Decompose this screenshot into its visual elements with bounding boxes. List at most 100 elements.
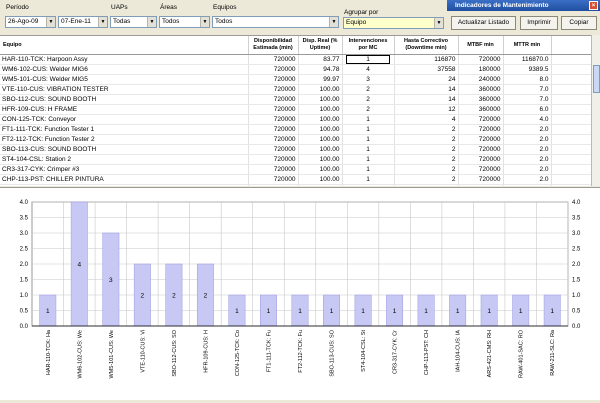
cell-disp-estimada: 720000 — [248, 124, 299, 135]
agrupar-label: Agrupar por — [344, 9, 379, 16]
table-row[interactable]: HFR-109-CUS: H FRAME 720000 100.00 2 12 36000… — [0, 104, 592, 115]
cell-mttr: 2.0 — [503, 134, 552, 145]
close-icon[interactable]: × — [589, 1, 598, 10]
period-from-select[interactable]: 26-Ago-09 ▼ — [5, 16, 56, 28]
cell-equipo: WM6-102-CUS: Welder MIG6 — [0, 64, 249, 75]
cell-disp-estimada: 720000 — [248, 174, 299, 185]
cell-disp-estimada: 720000 — [248, 144, 299, 155]
y-tick-left: 0.5 — [20, 309, 29, 315]
table-row[interactable]: FT2-112-TCK: Function Tester 2 720000 100.… — [0, 134, 592, 145]
cell-downtime: 2 — [394, 184, 459, 186]
table-row[interactable]: FT1-111-TCK: Function Tester 1 720000 100.… — [0, 124, 592, 135]
cell-equipo: FT1-111-TCK: Function Tester 1 — [0, 124, 249, 135]
cell-disp-real: 100.00 — [298, 164, 343, 175]
uaps-value: Todas — [113, 18, 131, 25]
chevron-down-icon[interactable]: ▼ — [329, 17, 338, 27]
x-tick-label: SBO-113-CUS: SO — [330, 329, 336, 376]
bar-value-label: 1 — [330, 308, 334, 315]
cell-intervenciones: 1 — [342, 174, 395, 185]
agrupar-select[interactable]: Equipo ▼ — [343, 17, 444, 29]
table-row[interactable]: ST4-104-CSL: Station 2 720000 100.00 1 2 7200… — [0, 154, 592, 165]
cell-disp-estimada: 720000 — [248, 64, 299, 75]
y-tick-left: 2.0 — [20, 262, 29, 268]
cell-disp-estimada: 720000 — [248, 54, 299, 65]
chevron-down-icon[interactable]: ▼ — [200, 17, 209, 27]
cell-disp-real: 100.00 — [298, 134, 343, 145]
col-equipo[interactable]: Equipo — [0, 36, 249, 55]
y-tick-right: 4.0 — [572, 200, 581, 206]
cell-mttr: 2.0 — [503, 164, 552, 175]
col-downtime[interactable]: Hasta Correctivo (Downtime min) — [394, 36, 459, 55]
chevron-down-icon[interactable]: ▼ — [434, 18, 443, 28]
chevron-down-icon[interactable]: ▼ — [98, 17, 107, 27]
scrollbar-thumb[interactable] — [593, 65, 600, 93]
areas-select[interactable]: Todos ▼ — [159, 16, 210, 28]
bar-value-label: 2 — [172, 293, 176, 300]
cell-disp-estimada: 720000 — [248, 184, 299, 186]
equipos-select[interactable]: Todos ▼ — [212, 16, 339, 28]
x-tick-label: WM5-101-CUS: We — [109, 330, 115, 379]
col-mttr[interactable]: MTTR min — [503, 36, 552, 55]
y-tick-left: 2.5 — [20, 247, 29, 253]
period-to-select[interactable]: 07-Ene-11 ▼ — [58, 16, 108, 28]
cell-downtime: 14 — [394, 84, 459, 95]
bar-value-label: 1 — [519, 308, 523, 315]
cell-equipo: HAR-110-TCK: Harpoon Assy — [0, 54, 249, 65]
cell-disp-estimada: 720000 — [248, 74, 299, 85]
table-row[interactable]: WM5-101-CUS: Welder MIG5 720000 99.97 3 24 24… — [0, 74, 592, 85]
col-disp-estimada[interactable]: Disponibilidad Estimada (min) — [248, 36, 299, 55]
cell-mttr: 9389.5 — [503, 64, 552, 75]
table-row[interactable]: SBO-112-CUS: SOUND BOOTH 720000 100.00 2 14 3… — [0, 94, 592, 105]
cell-intervenciones: 2 — [342, 104, 395, 115]
cell-equipo: CON-125-TCK: Conveyor — [0, 114, 249, 125]
table-scrollbar[interactable] — [591, 35, 600, 186]
y-tick-right: 0.5 — [572, 309, 581, 315]
table-row[interactable]: CR3-317-CYK: Crimper #3 720000 100.00 1 2 720… — [0, 164, 592, 175]
print-button[interactable]: Imprimir — [520, 16, 558, 30]
cell-equipo: SBO-112-CUS: SOUND BOOTH — [0, 94, 249, 105]
col-mtbf[interactable]: MTBF min — [458, 36, 504, 55]
areas-label: Áreas — [160, 4, 177, 11]
table-row[interactable]: VTE-110-CUS: VIBRATION TESTER 720000 100.0… — [0, 84, 592, 95]
table-row[interactable]: SBO-113-CUS: SOUND BOOTH 720000 100.00 1 2 72… — [0, 144, 592, 155]
x-tick-label: FT2-112-TCK: Fu — [298, 330, 304, 373]
chevron-down-icon[interactable]: ▼ — [46, 17, 55, 27]
table-row[interactable]: CON-125-TCK: Conveyor 720000 100.00 1 4 72000… — [0, 114, 592, 125]
cell-downtime: 2 — [394, 164, 459, 175]
interventions-chart: 0.0 0.0 0.5 0.5 1.0 1.0 1.5 1.5 2.0 2.0 2.5 2.5 3.0 3… — [0, 187, 600, 400]
y-tick-left: 1.5 — [20, 278, 29, 284]
agrupar-value: Equipo — [346, 19, 367, 26]
cell-downtime: 14 — [394, 94, 459, 105]
cell-disp-real: 100.00 — [298, 104, 343, 115]
col-disp-real[interactable]: Disp. Real (% Uptime) — [298, 36, 343, 55]
update-list-button[interactable]: Actualizar Listado — [451, 16, 516, 30]
chevron-down-icon[interactable]: ▼ — [147, 17, 156, 27]
cell-intervenciones: 4 — [342, 64, 395, 75]
cell-intervenciones: 1 — [342, 124, 395, 135]
period-label: Período — [6, 4, 29, 11]
x-tick-label: VTE-110-CUS: Vi — [140, 330, 146, 373]
cell-downtime: 2 — [394, 154, 459, 165]
table-row[interactable]: IAH-104-CUS: IAH Table720000100.00127200… — [0, 184, 592, 186]
cell-mtbf: 720000 — [458, 114, 504, 125]
cell-mttr: 7.0 — [503, 84, 552, 95]
uaps-select[interactable]: Todas ▼ — [110, 16, 157, 28]
indicators-table: Equipo Disponibilidad Estimada (min) Dis… — [0, 35, 600, 186]
y-tick-right: 3.0 — [572, 231, 581, 237]
cell-disp-estimada: 720000 — [248, 84, 299, 95]
bar-value-label: 1 — [424, 308, 428, 315]
selected-cell[interactable]: 1 — [346, 54, 390, 64]
table-row[interactable]: WM6-102-CUS: Welder MIG6 720000 94.78 4 3755… — [0, 64, 592, 75]
bar-value-label: 1 — [267, 308, 271, 315]
cell-downtime: 116870 — [394, 54, 459, 65]
cell-equipo: IAH-104-CUS: IAH Table — [0, 184, 249, 186]
cell-intervenciones: 3 — [342, 74, 395, 85]
table-row[interactable]: CHP-113-PST: CHILLER PINTURA 720000 100.00… — [0, 174, 592, 185]
copy-button[interactable]: Copiar — [561, 16, 597, 30]
col-intervenciones[interactable]: Intervenciones por MC — [342, 36, 395, 55]
table-row[interactable]: HAR-110-TCK: Harpoon Assy 720000 83.77 1 116… — [0, 54, 592, 65]
cell-mttr: 2.0 — [503, 174, 552, 185]
cell-equipo: CHP-113-PST: CHILLER PINTURA — [0, 174, 249, 185]
bar-value-label: 4 — [77, 262, 81, 269]
y-tick-left: 3.0 — [20, 231, 29, 237]
